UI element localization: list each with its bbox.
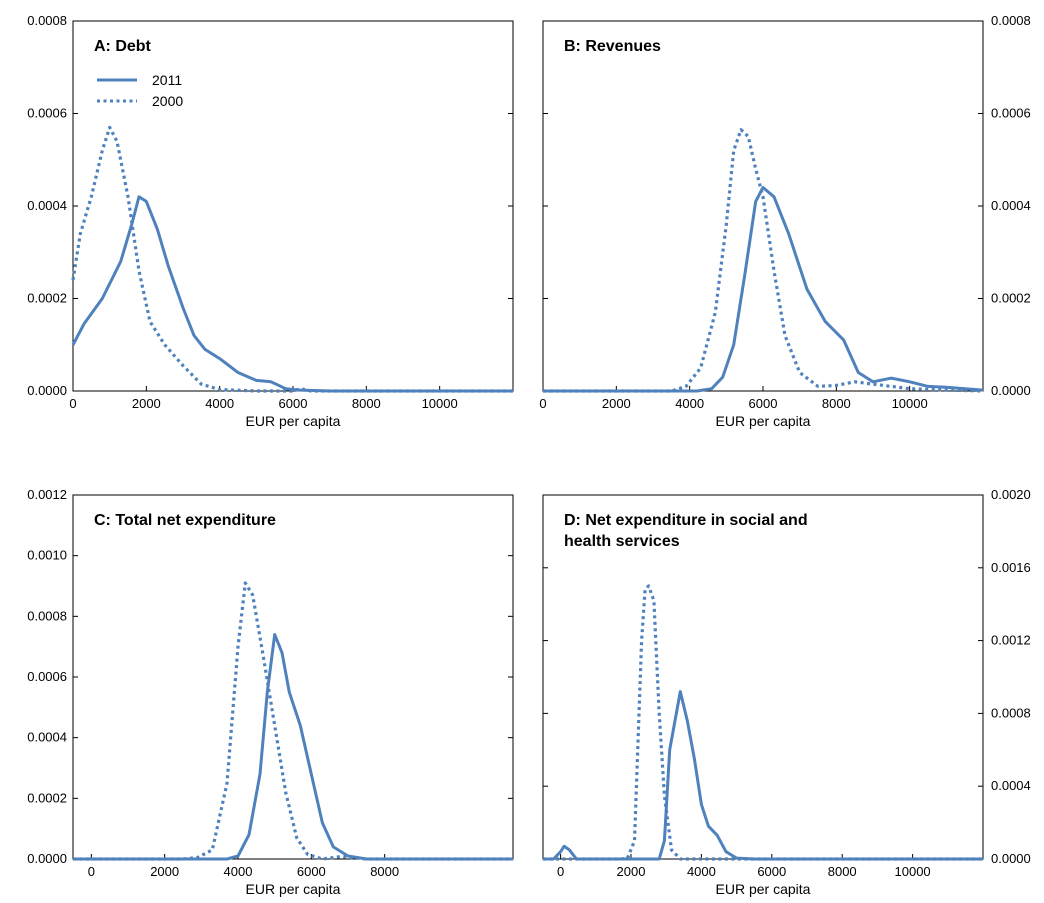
panel-d-y-tick-label: 0.0012 (991, 633, 1031, 648)
legend-label-2000: 2000 (152, 93, 183, 109)
panel-c-y-tick-label: 0.0004 (27, 730, 67, 745)
panel-c-x-tick-label: 8000 (370, 864, 399, 879)
panel-b-series-2011-line (543, 186, 984, 393)
panel-b-y-tick-label: 0.0002 (991, 291, 1031, 306)
panel-a: 0.0000 0.0002 0.0004 0.0006 0.0008 0 2000 4000 6… (27, 13, 514, 429)
panel-b-x-tick-label: 8000 (822, 396, 851, 411)
panel-c-x-tick-label: 6000 (297, 864, 326, 879)
panel-d-x-tick-label: 6000 (757, 864, 786, 879)
panel-a-series-2000-line (71, 125, 513, 393)
panel-d-x-tick-label: 4000 (687, 864, 716, 879)
panel-c-x-tick-label: 0 (88, 864, 95, 879)
panel-c-y-tick-label: 0.0002 (27, 790, 67, 805)
panel-a-x-tick-label: 4000 (205, 396, 234, 411)
panel-c-x-axis-label: EUR per capita (246, 881, 341, 897)
panel-a-y-tick-label: 0.0002 (27, 291, 67, 306)
panel-c-series-2011-line (73, 633, 513, 861)
panel-a-x-tick-label: 8000 (352, 396, 381, 411)
panel-c-series-2000-line (73, 581, 513, 861)
panel-d-x-tick-label: 8000 (828, 864, 857, 879)
panel-a-y-tick-label: 0.0000 (27, 383, 67, 398)
panel-b-y-tick-label: 0.0004 (991, 198, 1031, 213)
panel-a-series-2011-line (71, 195, 513, 393)
panel-b-y-tick-label: 0.0000 (991, 383, 1031, 398)
panel-b: 0.0000 0.0002 0.0004 0.0006 0.0008 0 2000 4000 6… (539, 13, 1030, 429)
panel-b-x-tick-label: 2000 (602, 396, 631, 411)
panel-b-x-tick-label: 10000 (892, 396, 928, 411)
panel-d-x-tick-label: 10000 (895, 864, 931, 879)
panel-a-y-tick-label: 0.0008 (27, 13, 67, 28)
panel-c-y-tick-label: 0.0000 (27, 851, 67, 866)
panel-d-y-tick-label: 0.0000 (991, 851, 1031, 866)
panel-b-x-tick-label: 6000 (749, 396, 778, 411)
panel-c: 0.0000 0.0002 0.0004 0.0006 0.0008 0.0010 0.00… (27, 487, 514, 897)
panel-d-y-tick-label: 0.0008 (991, 705, 1031, 720)
panel-b-x-axis-label: EUR per capita (716, 413, 811, 429)
panel-a-x-tick-label: 10000 (422, 396, 458, 411)
panel-d-y-tick-label: 0.0020 (991, 487, 1031, 502)
panel-d: 0.0000 0.0004 0.0008 0.0012 0.0016 0.0020 0 200… (542, 487, 1031, 897)
panel-b-y-tick-label: 0.0006 (991, 106, 1031, 121)
panel-c-y-tick-label: 0.0010 (27, 548, 67, 563)
panel-a-y-tick-label: 0.0004 (27, 198, 67, 213)
panel-c-x-tick-label: 4000 (224, 864, 253, 879)
panel-a-x-tick-label: 6000 (279, 396, 308, 411)
panel-a-frame (72, 20, 514, 392)
panel-d-y-tick-label: 0.0016 (991, 560, 1031, 575)
panel-c-y-tick-label: 0.0008 (27, 608, 67, 623)
panel-b-series-2000-line (543, 128, 984, 393)
panel-c-title: C: Total net expenditure (94, 512, 276, 529)
panel-d-x-axis-label: EUR per capita (716, 881, 811, 897)
panel-a-x-axis-label: EUR per capita (246, 413, 341, 429)
panel-c-x-tick-label: 2000 (150, 864, 179, 879)
panel-d-y-tick-label: 0.0004 (991, 778, 1031, 793)
panel-b-y-tick-label: 0.0008 (991, 13, 1031, 28)
panel-b-frame (542, 20, 984, 392)
panel-c-y-tick-label: 0.0006 (27, 669, 67, 684)
panel-d-series-2011-line (543, 690, 983, 861)
panel-b-x-tick-label: 0 (539, 396, 546, 411)
panel-a-title: A: Debt (94, 38, 152, 55)
legend-label-2011: 2011 (152, 72, 182, 88)
panel-d-x-tick-label: 2000 (617, 864, 646, 879)
panel-c-frame (72, 494, 514, 860)
panel-d-series-2000-line (543, 584, 983, 861)
panel-a-x-tick-label: 0 (69, 396, 76, 411)
panel-d-title: D: Net expenditure in social and health s… (564, 512, 808, 550)
panel-c-y-tick-label: 0.0012 (27, 487, 67, 502)
panel-b-x-tick-label: 4000 (675, 396, 704, 411)
panel-a-y-tick-label: 0.0006 (27, 106, 67, 121)
panel-d-x-tick-label: 0 (557, 864, 564, 879)
panel-b-title: B: Revenues (564, 38, 661, 55)
panel-a-x-tick-label: 2000 (132, 396, 161, 411)
